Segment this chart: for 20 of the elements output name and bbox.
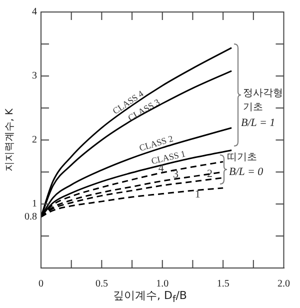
y-tick-label: 4 — [32, 6, 37, 18]
x-tick-label: 1.0 — [156, 278, 169, 290]
annotation: B/L = 1 — [241, 117, 276, 129]
annotation: 3 — [172, 168, 179, 180]
annotation: 기초 — [243, 101, 263, 114]
annotation: B/L = 0 — [229, 166, 264, 178]
x-tick-label: 0.5 — [95, 278, 108, 290]
y-tick-label: 0.8 — [24, 211, 37, 222]
annotation: 2 — [206, 168, 212, 180]
y-tick-label: 1 — [32, 198, 37, 210]
y-tick-label: 2 — [32, 134, 37, 146]
x-tick-label: 2.0 — [278, 278, 290, 290]
x-axis-title: 깊이계수, D$_{f}$/B — [112, 288, 188, 306]
annotation: 정사각형 — [243, 87, 283, 100]
y-tick-label: 3 — [32, 70, 37, 82]
x-tick-label: 0 — [38, 278, 44, 290]
x-tick-label: 1.5 — [216, 278, 230, 290]
annotation: 띠기초 — [227, 151, 257, 164]
y-axis-title: 지지력계수, K — [4, 108, 16, 172]
annotation: 1 — [194, 188, 200, 200]
